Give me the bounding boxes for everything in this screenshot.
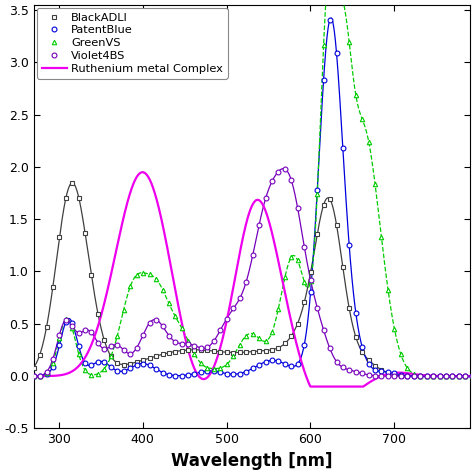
Legend: BlackADLI, PatentBlue, GreenVS, Violet4BS, Ruthenium metal Complex: BlackADLI, PatentBlue, GreenVS, Violet4B… xyxy=(37,8,228,79)
GreenVS xyxy=(418,373,423,378)
PatentBlue xyxy=(31,373,36,379)
Ruthenium metal Complex xyxy=(274,251,280,257)
BlackADLI xyxy=(95,311,101,317)
Line: Ruthenium metal Complex: Ruthenium metal Complex xyxy=(34,172,474,387)
Ruthenium metal Complex xyxy=(31,373,36,379)
GreenVS xyxy=(275,306,281,312)
PatentBlue xyxy=(166,372,172,377)
Violet4BS xyxy=(411,373,417,379)
BlackADLI xyxy=(418,373,423,379)
Ruthenium metal Complex xyxy=(308,384,313,390)
GreenVS xyxy=(134,272,139,278)
BlackADLI xyxy=(282,340,288,346)
PatentBlue xyxy=(327,17,333,22)
Ruthenium metal Complex xyxy=(181,329,187,335)
Violet4BS xyxy=(418,373,423,379)
Ruthenium metal Complex xyxy=(140,169,146,175)
GreenVS xyxy=(89,372,94,377)
Line: GreenVS: GreenVS xyxy=(31,0,474,378)
Ruthenium metal Complex xyxy=(264,214,270,219)
X-axis label: Wavelength [nm]: Wavelength [nm] xyxy=(171,452,332,470)
BlackADLI xyxy=(140,357,146,363)
PatentBlue xyxy=(418,373,423,379)
Violet4BS xyxy=(134,345,139,351)
Ruthenium metal Complex xyxy=(90,339,95,345)
PatentBlue xyxy=(275,358,281,364)
Violet4BS xyxy=(282,166,288,172)
Violet4BS xyxy=(89,329,94,335)
PatentBlue xyxy=(89,362,94,368)
PatentBlue xyxy=(411,373,417,379)
BlackADLI xyxy=(69,180,75,186)
Line: Violet4BS: Violet4BS xyxy=(31,166,474,379)
Violet4BS xyxy=(166,333,172,338)
Line: BlackADLI: BlackADLI xyxy=(31,181,474,378)
Ruthenium metal Complex xyxy=(106,283,111,289)
BlackADLI xyxy=(411,373,417,379)
BlackADLI xyxy=(173,349,178,355)
PatentBlue xyxy=(134,362,139,368)
Ruthenium metal Complex xyxy=(224,318,229,323)
BlackADLI xyxy=(31,365,36,371)
GreenVS xyxy=(166,301,172,306)
GreenVS xyxy=(411,371,417,376)
Violet4BS xyxy=(31,373,36,379)
Line: PatentBlue: PatentBlue xyxy=(31,17,474,379)
GreenVS xyxy=(31,373,36,379)
Violet4BS xyxy=(275,169,281,174)
